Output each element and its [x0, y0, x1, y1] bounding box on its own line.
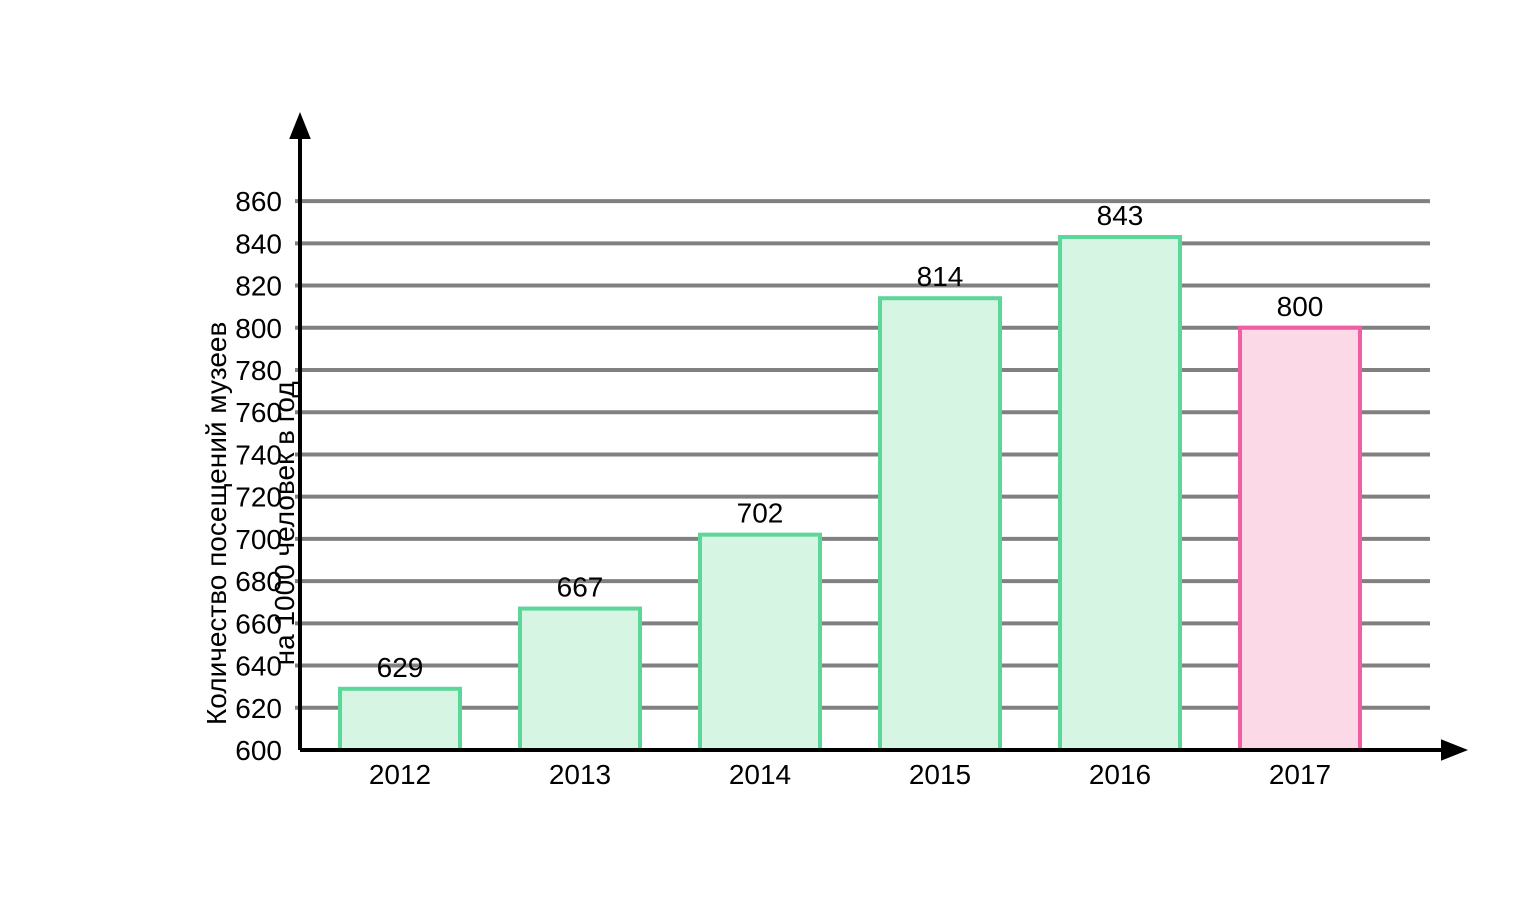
y-tick-label: 600: [235, 735, 282, 766]
bar-value-label: 702: [737, 498, 784, 529]
y-axis-label-line1: Количество посещений музеев: [201, 322, 233, 725]
bar: [1240, 328, 1360, 750]
x-tick-label: 2017: [1269, 759, 1331, 790]
bar: [880, 298, 1000, 750]
y-axis-label: Количество посещений музеев на 1000 чело…: [165, 322, 337, 725]
x-tick-label: 2014: [729, 759, 791, 790]
x-tick-label: 2016: [1089, 759, 1151, 790]
bar: [520, 609, 640, 750]
y-axis-label-line2: на 1000 человек в год: [269, 322, 301, 725]
y-tick-label: 860: [235, 186, 282, 217]
bar: [1060, 237, 1180, 750]
y-tick-label: 840: [235, 228, 282, 259]
chart-container: Количество посещений музеев на 1000 чело…: [0, 0, 1536, 909]
bar-value-label: 629: [377, 652, 424, 683]
bar-value-label: 667: [557, 572, 604, 603]
x-tick-label: 2015: [909, 759, 971, 790]
y-axis-arrow: [289, 112, 311, 139]
bar-value-label: 814: [917, 261, 964, 292]
x-axis-arrow: [1441, 739, 1468, 761]
bar: [700, 535, 820, 750]
x-tick-label: 2013: [549, 759, 611, 790]
bar-value-label: 800: [1277, 291, 1324, 322]
x-tick-label: 2012: [369, 759, 431, 790]
bar: [340, 689, 460, 750]
y-tick-label: 820: [235, 271, 282, 302]
bar-value-label: 843: [1097, 200, 1144, 231]
